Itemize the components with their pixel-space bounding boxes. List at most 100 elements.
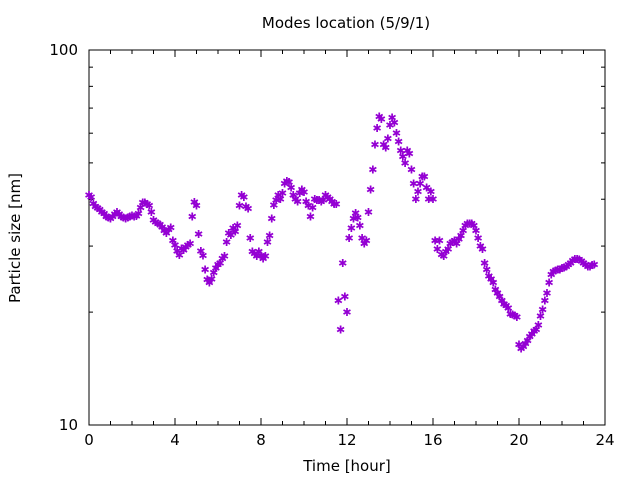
data-point: ✱ bbox=[149, 214, 158, 227]
data-point: ✱ bbox=[185, 237, 194, 250]
data-point: ✱ bbox=[587, 259, 596, 272]
data-point: ✱ bbox=[246, 232, 255, 245]
data-point: ✱ bbox=[431, 235, 440, 248]
data-point: ✱ bbox=[211, 262, 220, 275]
data-point: ✱ bbox=[302, 195, 311, 208]
x-tick-label: 16 bbox=[423, 431, 442, 449]
data-point: ✱ bbox=[196, 245, 205, 258]
data-point: ✱ bbox=[222, 236, 231, 249]
data-point: ✱ bbox=[164, 224, 173, 237]
data-point: ✱ bbox=[108, 210, 117, 223]
data-point: ✱ bbox=[577, 255, 586, 268]
data-point: ✱ bbox=[463, 217, 472, 230]
data-point: ✱ bbox=[151, 216, 160, 229]
data-point: ✱ bbox=[551, 265, 560, 278]
data-point: ✱ bbox=[119, 212, 128, 225]
data-point: ✱ bbox=[345, 232, 354, 245]
data-point: ✱ bbox=[370, 138, 379, 151]
data-point: ✱ bbox=[190, 196, 199, 209]
data-point: ✱ bbox=[224, 227, 233, 240]
data-point: ✱ bbox=[317, 195, 326, 208]
data-point: ✱ bbox=[319, 194, 328, 207]
data-point: ✱ bbox=[274, 189, 283, 202]
data-point: ✱ bbox=[102, 210, 111, 223]
data-point: ✱ bbox=[89, 197, 98, 210]
data-point: ✱ bbox=[250, 247, 259, 260]
data-point: ✱ bbox=[489, 276, 498, 289]
data-point: ✱ bbox=[585, 260, 594, 273]
data-point: ✱ bbox=[560, 262, 569, 275]
data-point: ✱ bbox=[579, 257, 588, 270]
data-point: ✱ bbox=[564, 258, 573, 271]
data-point: ✱ bbox=[153, 217, 162, 230]
data-point: ✱ bbox=[486, 273, 495, 286]
data-point: ✱ bbox=[562, 260, 571, 273]
data-point: ✱ bbox=[314, 194, 323, 207]
x-tick-label: 4 bbox=[170, 431, 180, 449]
data-point: ✱ bbox=[289, 189, 298, 202]
data-point: ✱ bbox=[536, 310, 545, 323]
data-point: ✱ bbox=[362, 235, 371, 248]
data-point: ✱ bbox=[259, 252, 268, 265]
data-point: ✱ bbox=[540, 294, 549, 307]
data-point: ✱ bbox=[411, 193, 420, 206]
data-point: ✱ bbox=[216, 257, 225, 270]
data-point: ✱ bbox=[332, 198, 341, 211]
data-point: ✱ bbox=[338, 257, 347, 270]
data-point: ✱ bbox=[538, 304, 547, 317]
data-point: ✱ bbox=[125, 210, 134, 223]
data-point: ✱ bbox=[293, 195, 302, 208]
data-point: ✱ bbox=[549, 265, 558, 278]
data-point: ✱ bbox=[514, 338, 523, 351]
data-point: ✱ bbox=[458, 225, 467, 238]
data-point: ✱ bbox=[437, 248, 446, 261]
data-point: ✱ bbox=[132, 210, 141, 223]
x-axis-label: Time [hour] bbox=[302, 457, 391, 475]
data-point: ✱ bbox=[383, 133, 392, 146]
data-point: ✱ bbox=[248, 246, 257, 259]
data-point: ✱ bbox=[291, 193, 300, 206]
data-point: ✱ bbox=[504, 302, 513, 315]
data-point: ✱ bbox=[306, 210, 315, 223]
data-point: ✱ bbox=[112, 206, 121, 219]
data-point: ✱ bbox=[385, 119, 394, 132]
data-point: ✱ bbox=[282, 175, 291, 188]
data-point: ✱ bbox=[329, 198, 338, 211]
data-point: ✱ bbox=[482, 263, 491, 276]
data-point: ✱ bbox=[235, 199, 244, 212]
data-point: ✱ bbox=[220, 250, 229, 263]
data-point: ✱ bbox=[461, 220, 470, 233]
data-point: ✱ bbox=[388, 112, 397, 125]
data-point: ✱ bbox=[136, 202, 145, 215]
data-point: ✱ bbox=[357, 232, 366, 245]
data-point: ✱ bbox=[99, 208, 108, 221]
data-point: ✱ bbox=[467, 217, 476, 230]
data-point: ✱ bbox=[254, 246, 263, 259]
data-point: ✱ bbox=[547, 268, 556, 281]
data-point: ✱ bbox=[527, 328, 536, 341]
data-point: ✱ bbox=[342, 306, 351, 319]
data-point: ✱ bbox=[497, 294, 506, 307]
data-point: ✱ bbox=[284, 176, 293, 189]
data-point: ✱ bbox=[450, 235, 459, 248]
data-point: ✱ bbox=[121, 213, 130, 226]
data-point: ✱ bbox=[392, 127, 401, 140]
data-point: ✱ bbox=[353, 211, 362, 224]
data-point: ✱ bbox=[368, 164, 377, 177]
data-point: ✱ bbox=[469, 220, 478, 233]
data-point: ✱ bbox=[381, 141, 390, 154]
data-point: ✱ bbox=[478, 243, 487, 256]
data-point: ✱ bbox=[179, 244, 188, 257]
data-point: ✱ bbox=[228, 222, 237, 235]
data-point: ✱ bbox=[398, 150, 407, 163]
data-point: ✱ bbox=[123, 211, 132, 224]
data-point: ✱ bbox=[239, 191, 248, 204]
axis-tick-labels: 0 4 8 12 16 20 24 10 100 bbox=[49, 41, 614, 449]
data-point: ✱ bbox=[334, 294, 343, 307]
data-point: ✱ bbox=[168, 235, 177, 248]
data-point: ✱ bbox=[261, 250, 270, 263]
data-point: ✱ bbox=[336, 323, 345, 336]
data-point: ✱ bbox=[508, 309, 517, 322]
data-point: ✱ bbox=[95, 204, 104, 217]
